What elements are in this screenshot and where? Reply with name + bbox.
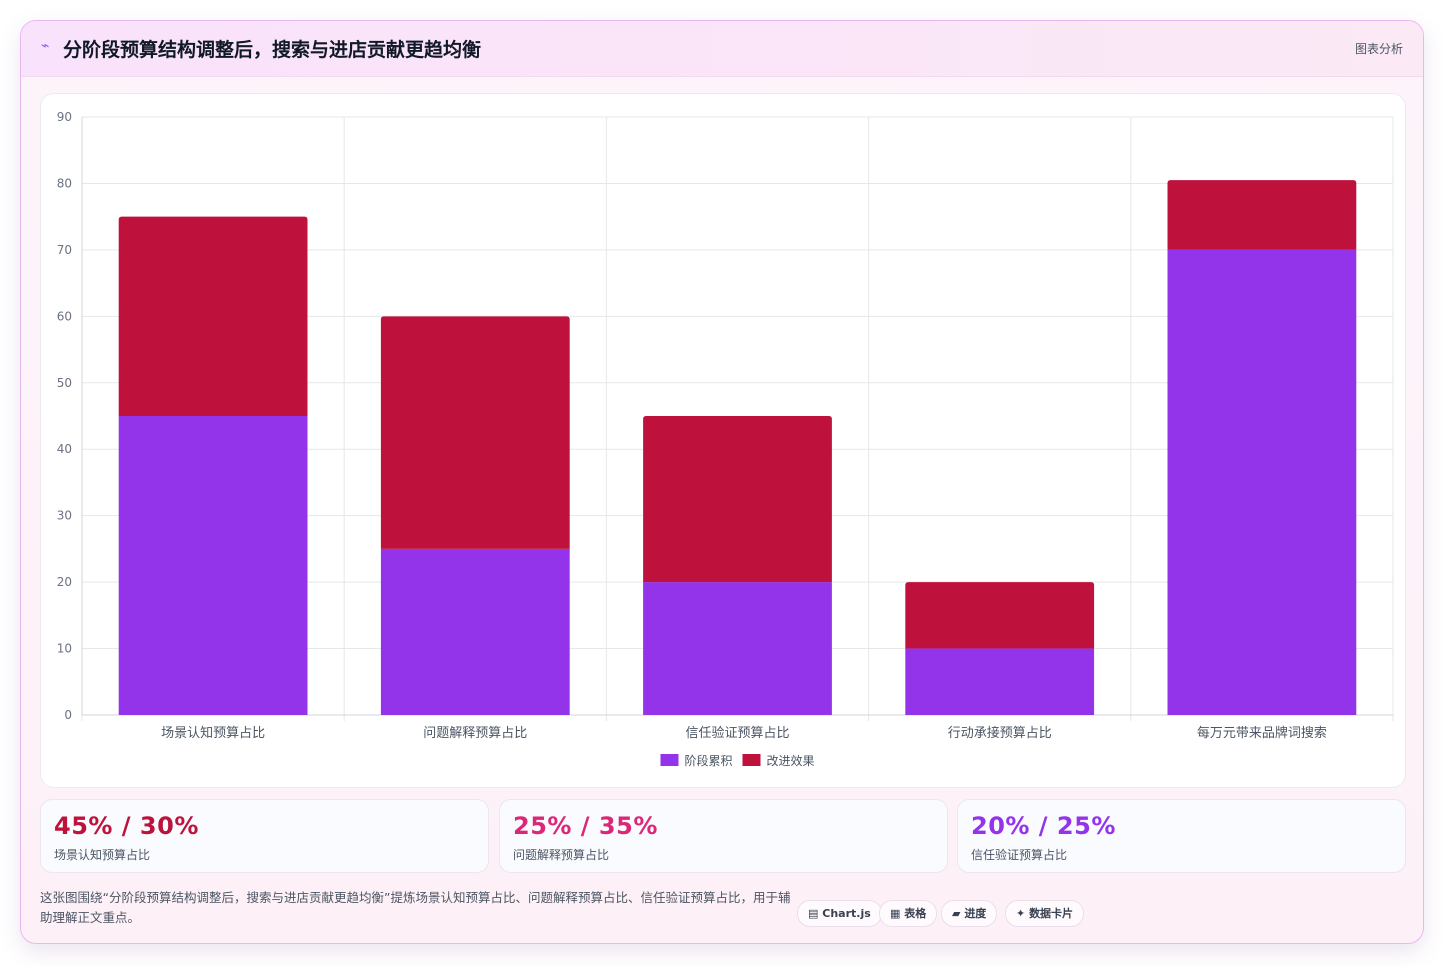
y-tick-label: 0 [64, 708, 72, 722]
bar-segment [905, 648, 1095, 715]
table-icon: ▤ [808, 907, 819, 920]
stat-label: 信任验证预算占比 [971, 848, 1068, 862]
stat-card: 20% / 25% 信任验证预算占比 [957, 799, 1406, 873]
pill-progress[interactable]: ▰ 进度 [941, 900, 998, 927]
x-tick-label: 每万元带来品牌词搜索 [1197, 725, 1327, 741]
pill-table[interactable]: ▦ 表格 [879, 900, 938, 927]
chart-description: 这张图围绕“分阶段预算结构调整后，搜索与进店贡献更趋均衡”提炼场景认知预算占比、… [40, 890, 791, 925]
x-tick-label: 问题解释预算占比 [423, 726, 527, 741]
sparkle-icon: ✦ [1016, 907, 1026, 920]
legend-swatch [742, 754, 761, 766]
pill-chartjs[interactable]: ▤ Chart.js [797, 900, 882, 927]
stat-label: 问题解释预算占比 [513, 848, 610, 862]
y-tick-label: 30 [57, 509, 72, 523]
legend-label: 改进效果 [767, 753, 815, 768]
bar-segment [380, 548, 570, 715]
y-tick-label: 80 [57, 176, 72, 190]
bar-segment [118, 416, 308, 715]
bar-segment [1167, 249, 1357, 715]
page-title: 分阶段预算结构调整后，搜索与进店贡献更趋均衡 [63, 39, 482, 61]
pill-label: 进度 [964, 907, 987, 920]
bar-segment [1167, 180, 1357, 250]
pill-label: 表格 [904, 907, 927, 920]
legend-swatch [660, 754, 679, 766]
chart-panel: 0 10 20 30 40 50 60 70 80 90 场景认知预算占比 问题解释预算占比 信任验证预… [40, 93, 1406, 788]
y-tick-label: 70 [57, 243, 72, 257]
pill-label: 数据卡片 [1029, 907, 1074, 920]
x-tick-label: 行动承接预算占比 [948, 725, 1052, 741]
bar-segment [380, 316, 570, 549]
card-header: ⌁ 分阶段预算结构调整后，搜索与进店贡献更趋均衡 图表分析 [21, 21, 1423, 77]
stat-card: 25% / 35% 问题解释预算占比 [499, 799, 948, 873]
y-tick-label: 50 [57, 376, 72, 390]
stat-value: 25% / 35% [513, 812, 658, 840]
bar-segment [643, 582, 832, 715]
stat-label: 场景认知预算占比 [54, 848, 151, 862]
header-tag: 图表分析 [1354, 42, 1403, 56]
chart-card: ⌁ 分阶段预算结构调整后，搜索与进店贡献更趋均衡 图表分析 0 10 20 30 40 5… [20, 20, 1424, 944]
y-tick-label: 20 [57, 575, 72, 589]
bar-segment [905, 582, 1095, 649]
y-tick-label: 40 [57, 442, 72, 456]
x-tick-label: 信任验证预算占比 [685, 725, 789, 741]
legend-label: 阶段累积 [685, 753, 733, 768]
stat-value: 45% / 30% [54, 812, 199, 840]
x-tick-label: 场景认知预算占比 [161, 725, 265, 741]
stat-value: 20% / 25% [971, 812, 1116, 840]
y-tick-label: 90 [57, 110, 72, 124]
y-tick-label: 60 [57, 309, 72, 323]
bar-segment [118, 216, 308, 416]
bar-segment [643, 416, 832, 583]
pill-label: Chart.js [822, 907, 871, 920]
progress-icon: ▰ [952, 907, 961, 920]
grid-icon: ▦ [890, 907, 901, 920]
pill-data-card[interactable]: ✦ 数据卡片 [1005, 900, 1085, 927]
stat-card: 45% / 30% 场景认知预算占比 [40, 799, 489, 873]
chart-line-icon: ⌁ [41, 38, 50, 54]
stacked-bar-chart: 0 10 20 30 40 50 60 70 80 90 场景认知预算占比 问题解释预算占比 信任验证预… [57, 110, 1394, 768]
y-tick-label: 10 [57, 642, 72, 656]
